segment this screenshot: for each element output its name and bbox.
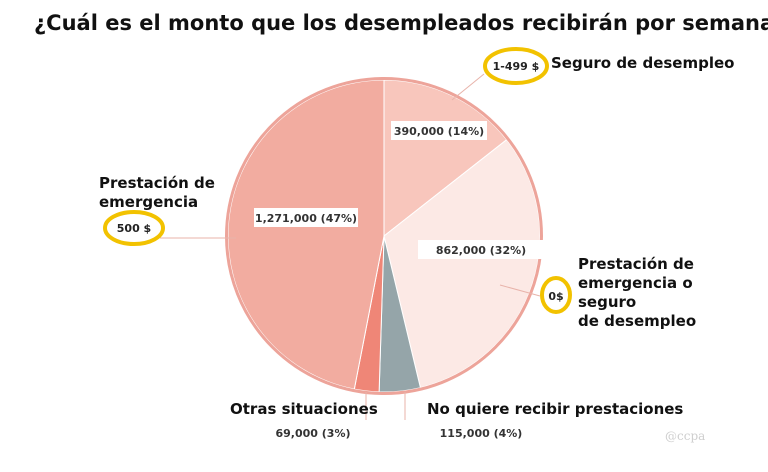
value-label-seguro-text: 390,000 (14%) xyxy=(394,125,484,138)
pie-slices xyxy=(225,77,543,395)
category-label-seguro: Seguro de desempleo xyxy=(551,54,734,72)
category-label-emergencia-line-1: Prestación de xyxy=(99,174,215,192)
label-connectors xyxy=(160,73,541,420)
category-label-otras: Otras situaciones xyxy=(230,400,378,418)
value-label-emergencia-o-seguro: 862,000 (32%) xyxy=(418,240,544,259)
value-label-emergencia-o-seguro-text: 862,000 (32%) xyxy=(436,244,526,257)
amount-badge-emergencia-o-seguro: 0$ xyxy=(540,276,572,314)
value-label-emergencia: 1,271,000 (47%) xyxy=(254,208,358,227)
value-label-emergencia-text: 1,271,000 (47%) xyxy=(255,212,357,225)
category-label-emergencia: Prestación de emergencia xyxy=(99,174,220,211)
chart-title: ¿Cuál es el monto que los desempleados r… xyxy=(34,11,768,35)
category-label-emergencia-o-seguro-line-3: seguro xyxy=(578,293,636,311)
category-label-emergencia-o-seguro-line-2: emergencia o xyxy=(578,274,693,292)
category-label-seguro-line-1: Seguro de desempleo xyxy=(551,54,734,72)
pie-outline xyxy=(225,77,543,395)
value-label-otras: 69,000 (3%) xyxy=(275,427,350,440)
connector-emergencia-o-seguro xyxy=(499,284,541,297)
value-label-no-quiere: 115,000 (4%) xyxy=(440,427,523,440)
pie-slice-prestacion-de-emergencia xyxy=(227,79,385,390)
category-label-emergencia-line-2: emergencia xyxy=(99,193,198,211)
pie-slice-prestacion-de-emergencia-o-seguro-de-desempleo xyxy=(383,138,541,389)
highlight-circle-seguro xyxy=(483,47,549,85)
category-label-emergencia-o-seguro-line-1: Prestación de xyxy=(578,255,694,273)
category-label-no-quiere: No quiere recibir prestaciones xyxy=(427,400,683,418)
watermark: @ccpa xyxy=(665,429,705,443)
amount-badge-seguro: 1-499 $ xyxy=(483,47,549,85)
amount-badge-emergencia: 500 $ xyxy=(103,210,165,246)
value-label-seguro: 390,000 (14%) xyxy=(391,121,487,140)
highlight-circle-emergencia-o-seguro xyxy=(540,276,572,314)
pie-slice-seguro-de-desempleo xyxy=(383,79,508,238)
category-label-emergencia-o-seguro-line-4: de desempleo xyxy=(578,312,696,330)
category-label-emergencia-o-seguro: Prestación de emergencia o seguro de des… xyxy=(578,255,699,330)
connector-seguro xyxy=(451,73,485,101)
highlight-circle-emergencia xyxy=(103,210,165,246)
amount-badge-emergencia-o-seguro-text: 0$ xyxy=(548,290,563,303)
amount-badge-seguro-text: 1-499 $ xyxy=(493,60,540,73)
amount-badge-emergencia-text: 500 $ xyxy=(117,222,151,235)
